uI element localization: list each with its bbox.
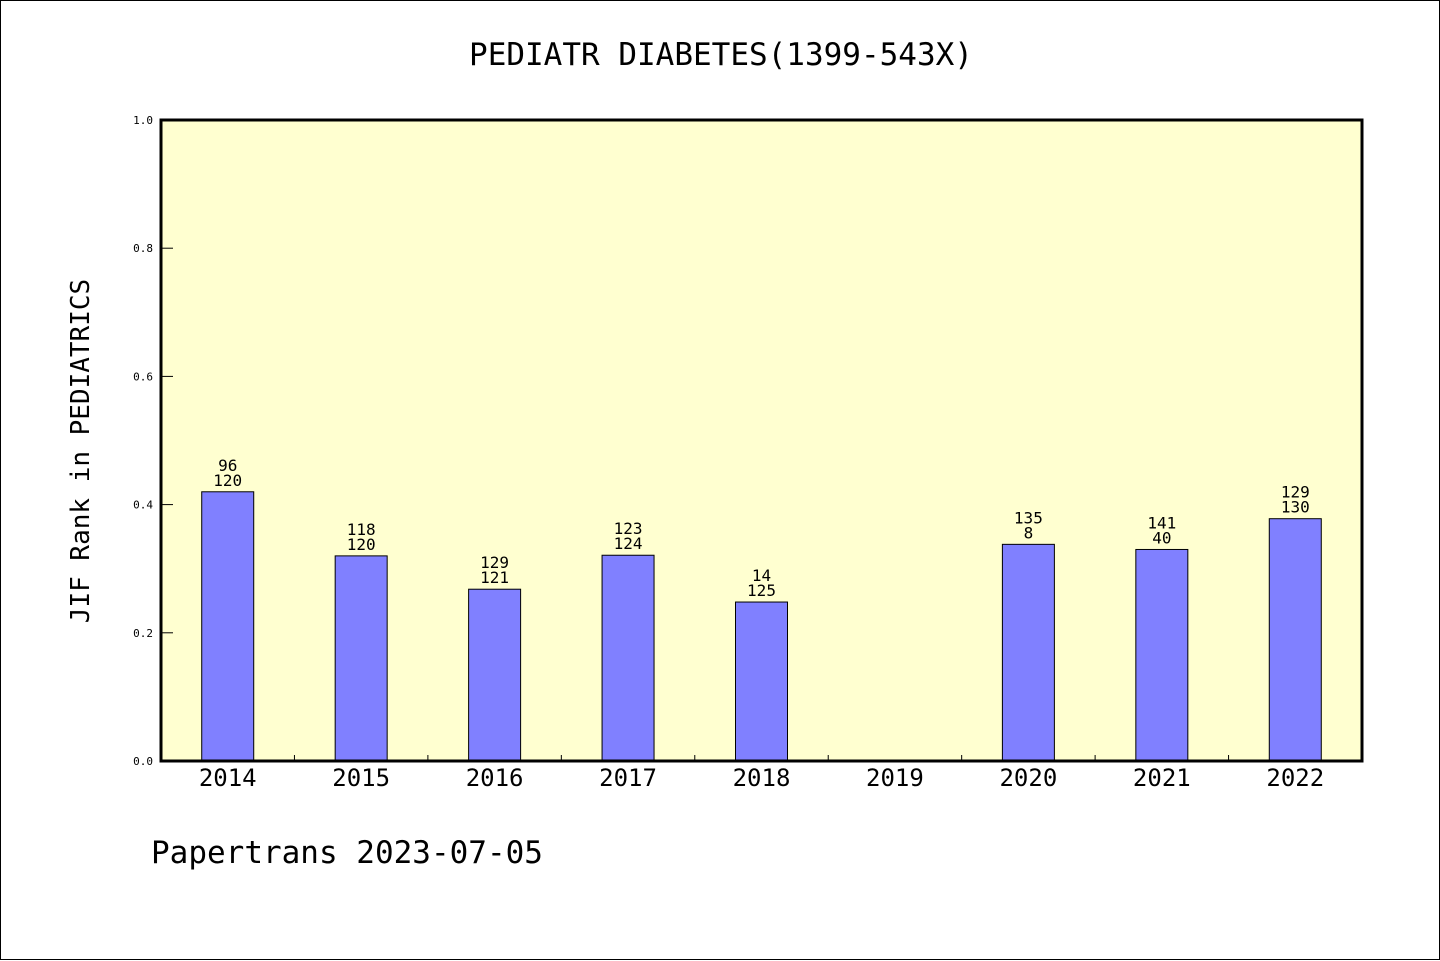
y-tick-label: 0.6: [133, 370, 153, 383]
y-tick-label: 0.4: [133, 499, 153, 512]
bar-label-upper: 129: [480, 553, 509, 572]
bar-label-lower: 8: [1024, 523, 1034, 542]
bar-label-lower: 124: [614, 534, 643, 553]
bar-label-upper: 123: [614, 519, 643, 538]
x-tick-label: 2022: [1266, 764, 1324, 792]
bar: [201, 491, 255, 762]
x-tick-label: 2021: [1133, 764, 1191, 792]
bar-label-upper: 141: [1147, 513, 1176, 532]
bar: [334, 555, 388, 762]
x-tick-label: 2017: [599, 764, 657, 792]
bar: [1135, 548, 1189, 762]
y-tick-label: 1.0: [133, 114, 153, 127]
x-tick-label: 2016: [466, 764, 524, 792]
x-tick-label: 2019: [866, 764, 924, 792]
bar: [601, 554, 655, 762]
bar: [1268, 518, 1322, 762]
y-tick-label: 0.2: [133, 627, 153, 640]
bar-label-lower: 121: [480, 568, 509, 587]
bar-label-lower: 120: [213, 471, 242, 490]
x-tick-label: 2020: [999, 764, 1057, 792]
y-tick-label: 0.0: [133, 755, 153, 768]
bar-label-upper: 96: [218, 456, 237, 475]
x-tick-label: 2018: [733, 764, 791, 792]
footer-credit: Papertrans 2023-07-05: [151, 835, 543, 871]
bar: [1001, 543, 1055, 762]
bar: [735, 601, 788, 762]
bar-label-upper: 129: [1281, 483, 1310, 502]
bar-label-upper: 14: [752, 566, 771, 585]
bar-label-lower: 130: [1281, 498, 1310, 517]
plot-border: [159, 118, 1364, 763]
x-tick-label: 2015: [332, 764, 390, 792]
bar-label-upper: 135: [1014, 508, 1043, 527]
y-tick-label: 0.8: [133, 242, 153, 255]
bar-label-upper: 118: [347, 520, 376, 539]
bar-label-lower: 40: [1152, 528, 1171, 547]
bar-label-lower: 120: [347, 535, 376, 554]
bar: [468, 588, 522, 762]
chart-title: PEDIATR DIABETES(1399-543X): [469, 37, 973, 73]
bar-label-lower: 125: [747, 581, 776, 600]
x-tick-label: 2014: [199, 764, 257, 792]
